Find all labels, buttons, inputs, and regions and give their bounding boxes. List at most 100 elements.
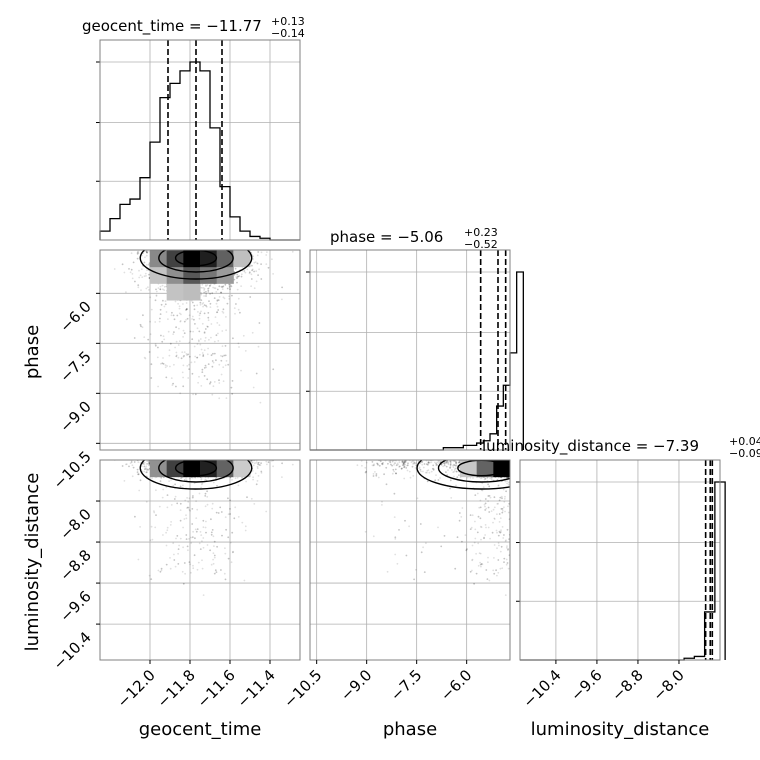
scatter-geocent-time-vs-phase-point — [205, 305, 207, 307]
scatter-geocent-time-vs-phase-point — [187, 353, 190, 356]
scatter-geocent-time-vs-phase-point — [205, 295, 207, 297]
scatter-geocent-time-vs-luminosity-distance-point — [169, 524, 172, 526]
scatter-geocent-time-vs-phase-point — [211, 393, 214, 396]
scatter-geocent-time-vs-phase-point — [125, 318, 128, 321]
scatter-geocent-time-vs-luminosity-distance-point — [177, 548, 180, 550]
scatter-geocent-time-vs-luminosity-distance-point — [221, 534, 223, 537]
hist-geocent-time-bin-10 — [200, 71, 210, 240]
scatter-geocent-time-vs-luminosity-distance-point — [190, 536, 192, 539]
scatter-geocent-time-vs-phase-point — [220, 291, 222, 294]
scatter-geocent-time-vs-phase-point — [226, 302, 229, 305]
scatter-geocent-time-vs-phase-point — [256, 262, 259, 265]
scatter-geocent-time-vs-phase-point — [225, 316, 227, 318]
scatter-geocent-time-vs-luminosity-distance-point — [202, 537, 205, 539]
scatter-geocent-time-vs-luminosity-distance-point — [170, 521, 173, 523]
scatter-geocent-time-vs-luminosity-distance-point — [177, 552, 180, 555]
scatter-geocent-time-vs-phase-point — [191, 372, 194, 375]
scatter-geocent-time-vs-phase-point — [194, 393, 197, 396]
scatter-geocent-time-vs-luminosity-distance-point — [191, 496, 194, 499]
scatter-geocent-time-vs-phase-point — [178, 340, 181, 343]
scatter-geocent-time-vs-luminosity-distance-point — [155, 514, 157, 516]
scatter-geocent-time-vs-phase-point — [177, 302, 180, 305]
scatter-geocent-time-vs-phase-point — [207, 289, 210, 292]
scatter-geocent-time-vs-luminosity-distance-point — [145, 465, 148, 468]
scatter-geocent-time-vs-phase-point — [208, 287, 210, 289]
scatter-geocent-time-vs-luminosity-distance-point — [251, 470, 254, 472]
scatter-geocent-time-vs-luminosity-distance-point — [220, 569, 222, 571]
scatter-geocent-time-vs-luminosity-distance-point — [250, 461, 253, 464]
scatter-geocent-time-vs-luminosity-distance-point — [195, 517, 198, 519]
scatter-geocent-time-vs-phase-point — [162, 335, 165, 338]
scatter-geocent-time-vs-luminosity-distance-point — [225, 528, 228, 531]
scatter-geocent-time-vs-phase-point — [113, 268, 116, 270]
scatter-geocent-time-vs-luminosity-distance-point — [253, 462, 256, 465]
scatter-geocent-time-vs-phase-point — [243, 270, 246, 273]
scatter-geocent-time-vs-phase-point — [198, 330, 201, 333]
scatter-geocent-time-vs-luminosity-distance-point — [145, 500, 148, 503]
scatter-geocent-time-vs-phase-point — [203, 295, 206, 297]
scatter-geocent-time-vs-phase-point — [157, 346, 159, 349]
scatter-geocent-time-vs-phase-point — [154, 343, 157, 345]
scatter-geocent-time-vs-phase-point — [216, 322, 219, 324]
scatter-geocent-time-vs-luminosity-distance-point — [194, 537, 196, 540]
scatter-geocent-time-vs-luminosity-distance-point — [211, 502, 214, 505]
ytick-label-phase-1: −9.0 — [56, 397, 94, 435]
scatter-geocent-time-vs-phase-point — [142, 314, 144, 317]
scatter-geocent-time-vs-phase-point — [134, 280, 136, 283]
scatter-geocent-time-vs-luminosity-distance-point — [215, 511, 218, 514]
scatter-geocent-time-vs-phase-point — [220, 354, 222, 357]
scatter-geocent-time-vs-phase-point — [209, 284, 211, 287]
scatter-geocent-time-vs-luminosity-distance-point — [160, 569, 163, 572]
scatter-geocent-time-vs-luminosity-distance-point — [191, 523, 194, 525]
scatter-geocent-time-vs-luminosity-distance-point — [186, 545, 189, 548]
scatter-geocent-time-vs-luminosity-distance-point — [229, 541, 232, 544]
scatter-geocent-time-vs-luminosity-distance-point — [191, 523, 194, 525]
scatter-geocent-time-vs-luminosity-distance-point — [150, 578, 153, 580]
scatter-geocent-time-vs-luminosity-distance-point — [179, 502, 182, 505]
scatter-geocent-time-vs-luminosity-distance-point — [201, 567, 204, 570]
scatter-geocent-time-vs-luminosity-distance-point — [229, 508, 231, 510]
scatter-geocent-time-vs-phase-point — [236, 273, 239, 276]
scatter-geocent-time-vs-luminosity-distance-point — [252, 464, 255, 467]
scatter-geocent-time-vs-phase-point — [222, 308, 225, 311]
scatter-geocent-time-vs-phase-point — [201, 371, 204, 373]
scatter-geocent-time-vs-phase-point — [139, 274, 142, 277]
scatter-geocent-time-vs-phase-point — [229, 284, 232, 287]
scatter-geocent-time-vs-luminosity-distance-point — [170, 504, 173, 506]
hist-phase — [306, 249, 524, 451]
scatter-geocent-time-vs-luminosity-distance-point — [191, 508, 194, 510]
scatter-geocent-time-vs-luminosity-distance-point — [179, 485, 182, 488]
scatter-geocent-time-vs-phase-point — [199, 343, 202, 346]
scatter-geocent-time-vs-phase-point — [237, 275, 239, 278]
scatter-geocent-time-vs-luminosity-distance-point — [212, 535, 215, 538]
scatter-geocent-time-vs-phase-point — [207, 363, 210, 365]
scatter-geocent-time-vs-phase-point — [138, 276, 141, 279]
scatter-geocent-time-vs-phase-point — [218, 363, 221, 366]
corner-panels: −10.5−9.0−7.5−6.0−10.4−9.6−8.8−8.0−12.0−… — [50, 39, 726, 711]
scatter-geocent-time-vs-phase-point — [237, 342, 240, 345]
scatter-geocent-time-vs-luminosity-distance-point — [204, 492, 207, 495]
scatter-geocent-time-vs-phase-point — [155, 290, 158, 293]
scatter-geocent-time-vs-phase-point — [159, 317, 161, 320]
scatter-geocent-time-vs-luminosity-distance-point — [192, 564, 194, 567]
scatter-geocent-time-vs-phase-point — [255, 280, 258, 283]
scatter-geocent-time-vs-phase-point — [148, 250, 151, 253]
scatter-geocent-time-vs-phase-point — [182, 385, 185, 388]
scatter-geocent-time-vs-luminosity-distance-point — [128, 465, 130, 468]
scatter-geocent-time-vs-phase-point — [216, 298, 219, 301]
scatter-geocent-time-vs-phase-point — [236, 281, 238, 284]
hist-luminosity-distance-grid — [520, 460, 720, 660]
scatter-geocent-time-vs-luminosity-distance-point — [137, 473, 140, 475]
scatter-geocent-time-vs-luminosity-distance-point — [202, 594, 205, 596]
scatter-geocent-time-vs-luminosity-distance-point — [136, 468, 139, 471]
scatter-geocent-time-vs-phase-point — [217, 340, 220, 342]
scatter-geocent-time-vs-luminosity-distance-point — [138, 473, 140, 476]
scatter-geocent-time-vs-phase-point — [203, 332, 206, 334]
scatter-geocent-time-vs-phase-point — [148, 273, 150, 276]
scatter-geocent-time-vs-phase-point — [188, 355, 191, 358]
scatter-geocent-time-vs-phase-point — [281, 286, 283, 289]
scatter-geocent-time-vs-luminosity-distance-point — [213, 556, 216, 559]
scatter-geocent-time-vs-phase-point — [250, 278, 253, 280]
scatter-geocent-time-vs-luminosity-distance-point — [213, 554, 216, 557]
scatter-geocent-time-vs-luminosity-distance-point — [179, 537, 182, 540]
